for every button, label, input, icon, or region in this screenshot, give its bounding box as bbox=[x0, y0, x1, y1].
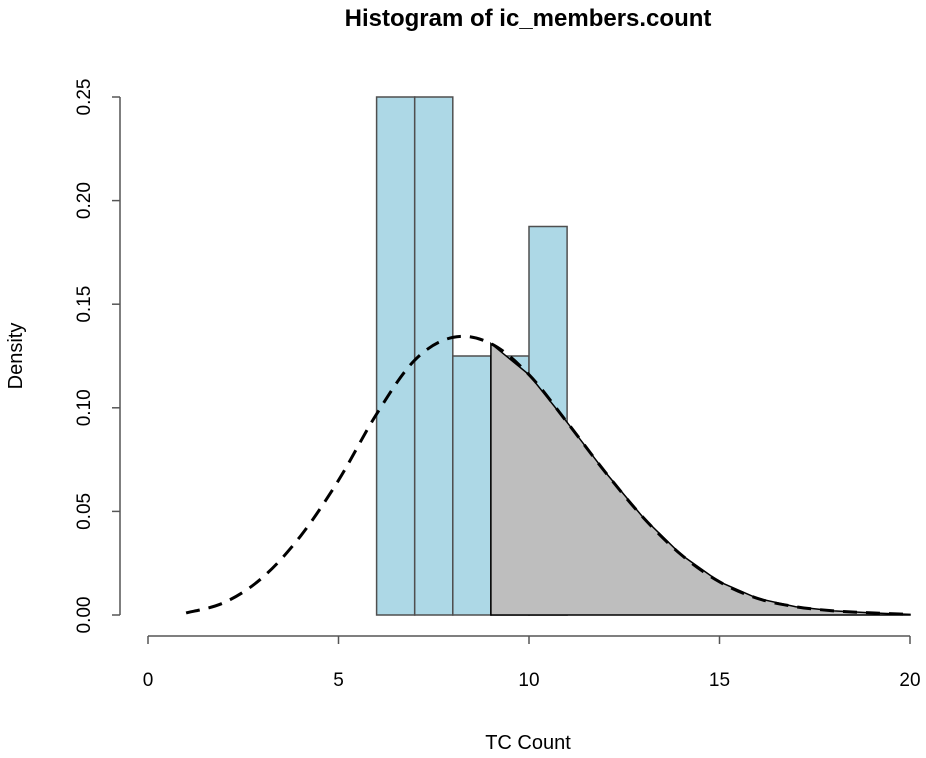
density-curve bbox=[185, 334, 911, 616]
chart-title: Histogram of ic_members.count bbox=[345, 5, 712, 32]
y-axis: 0.00 0.05 0.10 0.15 0.20 0.25 bbox=[74, 79, 121, 634]
plot-area bbox=[185, 96, 911, 616]
x-tick-label: 0 bbox=[143, 670, 154, 691]
histogram-bar bbox=[413, 96, 454, 616]
histogram-bar bbox=[452, 355, 492, 616]
y-tick-label: 0.05 bbox=[74, 493, 95, 530]
x-tick-label: 5 bbox=[333, 670, 344, 691]
y-tick-label: 0.25 bbox=[74, 79, 95, 116]
x-tick-label: 10 bbox=[518, 670, 539, 691]
histogram-bar bbox=[375, 96, 416, 616]
y-tick-label: 0.15 bbox=[74, 286, 95, 323]
y-axis-label: Density bbox=[5, 323, 27, 390]
x-axis: 0 5 10 15 20 bbox=[143, 635, 921, 691]
x-axis-label: TC Count bbox=[485, 732, 571, 754]
x-tick-label: 15 bbox=[709, 670, 730, 691]
y-tick-label: 0.00 bbox=[74, 597, 95, 634]
y-tick-label: 0.20 bbox=[74, 182, 95, 219]
x-tick-label: 20 bbox=[899, 670, 920, 691]
y-tick-label: 0.10 bbox=[74, 389, 95, 426]
